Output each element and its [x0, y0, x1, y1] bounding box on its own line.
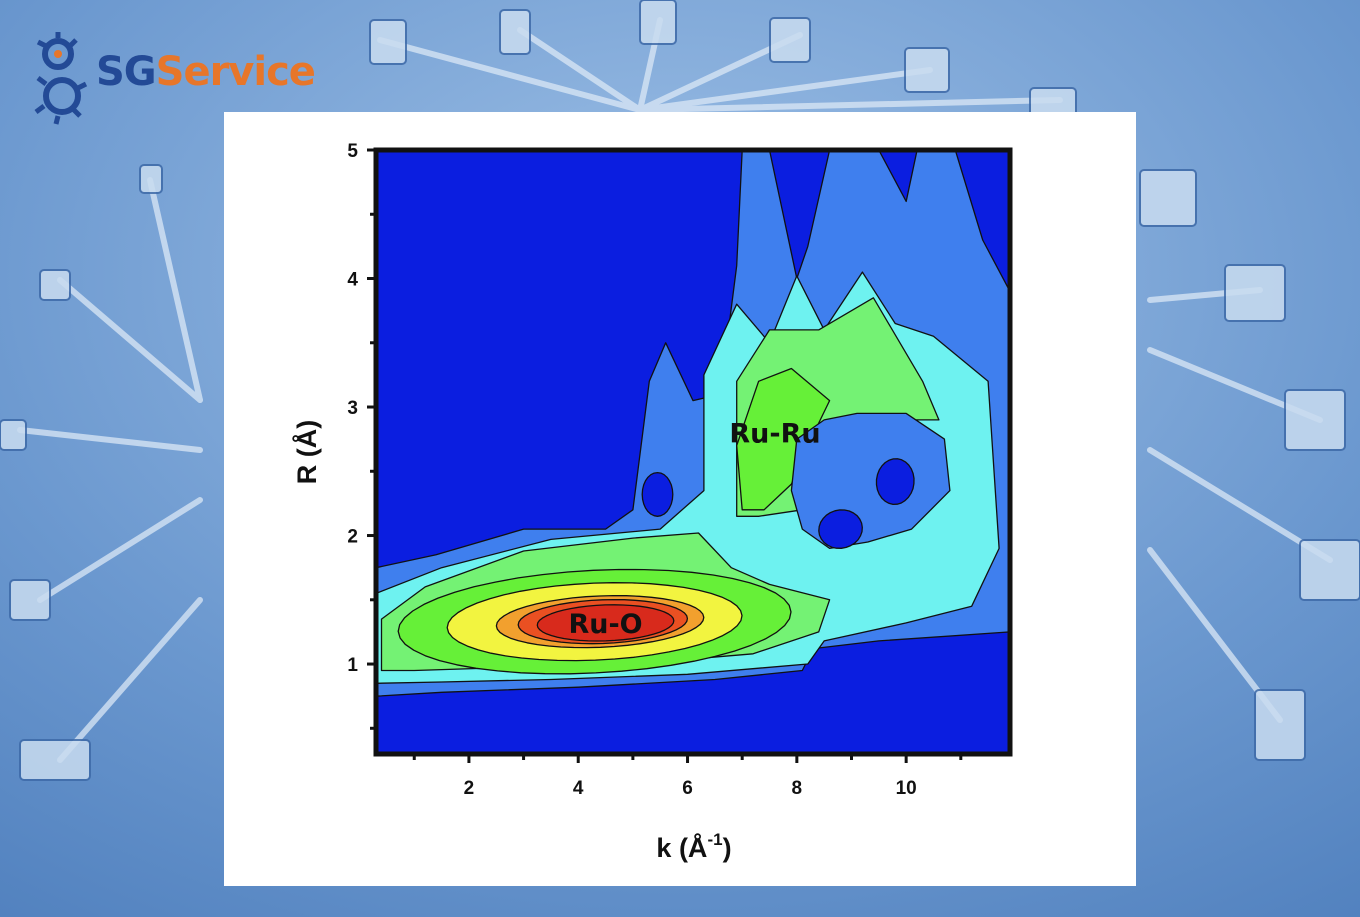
brand-name-part1: SG [96, 49, 157, 95]
brand-logo [34, 32, 88, 125]
background-sticks [17, 17, 1333, 763]
plot-frame [373, 147, 1013, 757]
y-axis-ticks: 1 2 3 4 5 [347, 141, 376, 730]
peak-labels: Ru-O Ru-Ru [568, 419, 820, 640]
y-tick-label: 5 [347, 141, 358, 162]
x-axis-title-main: k (Å [656, 832, 707, 863]
y-tick-label: 1 [347, 655, 358, 676]
y-axis-title: R (Å) [291, 420, 322, 484]
y-tick-label: 2 [347, 527, 358, 548]
peak-label-ru-o: Ru-O [568, 609, 642, 640]
gear-icon [34, 32, 88, 125]
contour-band-level-0 [818, 509, 863, 549]
contour-bands [376, 150, 1010, 697]
y-tick-label: 4 [347, 270, 358, 291]
x-axis-title: k (Å-1) [656, 830, 731, 863]
x-axis-title-sup: -1 [707, 830, 722, 849]
x-tick-label: 8 [792, 778, 803, 799]
background-blocks [0, 0, 1360, 781]
contour-band-level-4 [736, 367, 831, 511]
x-tick-label: 4 [573, 778, 584, 799]
x-axis-title-close: ) [723, 833, 732, 863]
contour-band-level-8 [536, 604, 675, 642]
peak-label-ru-ru: Ru-Ru [729, 419, 820, 450]
x-tick-label: 2 [464, 778, 475, 799]
brand-name: SGService [96, 49, 316, 95]
contour-band-level-0 [641, 471, 674, 517]
x-tick-label: 10 [896, 778, 917, 799]
x-axis-ticks: 2 4 6 8 10 [412, 754, 963, 799]
contour-band-level-0 [875, 458, 915, 506]
x-tick-label: 6 [682, 778, 693, 799]
brand-name-part2: Service [155, 49, 316, 95]
y-tick-label: 3 [347, 398, 358, 419]
